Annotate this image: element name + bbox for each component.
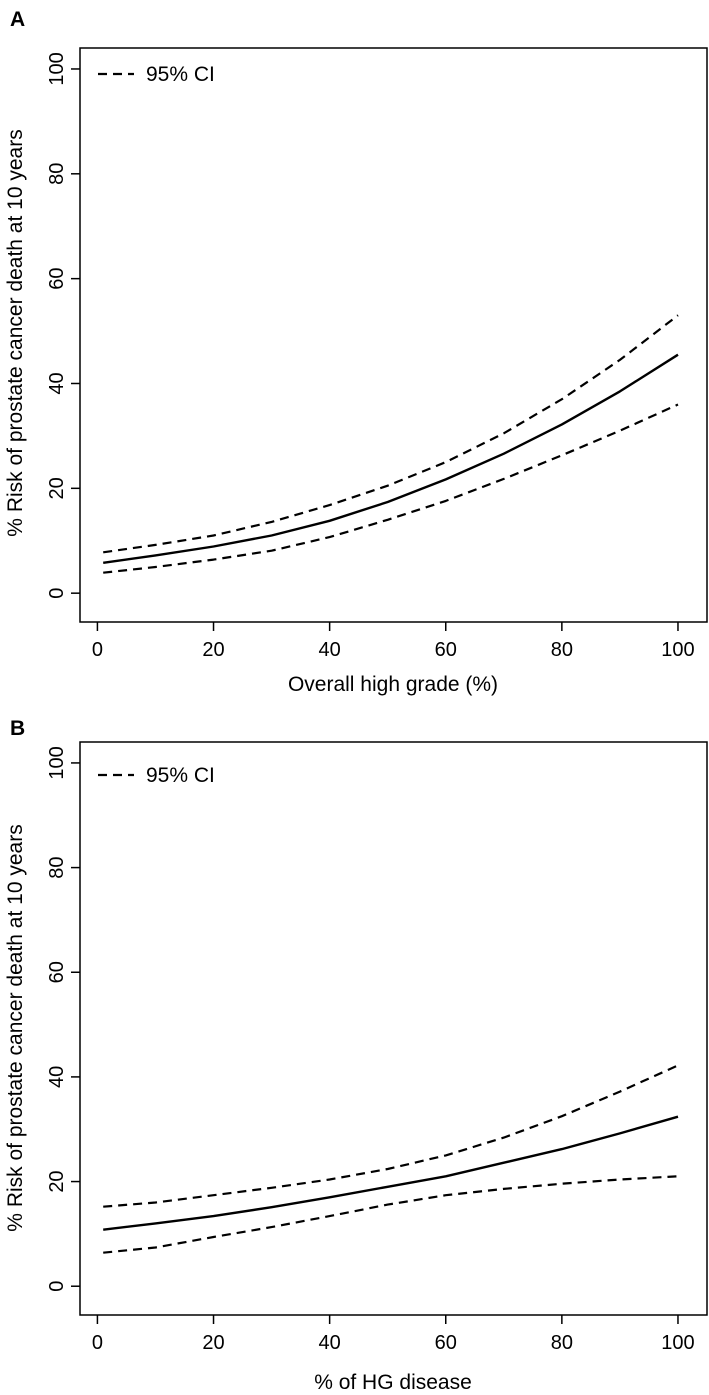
- series-line-b-95-ci-upper: [103, 1064, 679, 1208]
- x-axis-a: 0 20 40 60 80 100: [92, 622, 695, 661]
- x-tick-label-b-100: 100: [661, 1332, 694, 1354]
- x-tick-label-a-0: 0: [92, 639, 103, 661]
- legend-label-b: 95% CI: [146, 764, 215, 787]
- plot-frame-a: [79, 47, 708, 623]
- x-tick-label-a-40: 40: [319, 639, 341, 661]
- chart-a: A 0 20 40 60 80 100 0 20 40 60 80 100 95% CI Overa…: [4, 8, 708, 696]
- chart-b: B 0 20 40 60 80 100 0 20 40 60 80 100 95% CI % of …: [4, 717, 708, 1394]
- y-tick-label-b-0: 0: [46, 1281, 68, 1292]
- panel-letter-a: A: [10, 8, 25, 31]
- y-tick-label-b-20: 20: [46, 1170, 68, 1192]
- y-axis-a: 0 20 40 60 80 100: [46, 52, 80, 599]
- y-tick-label-b-60: 60: [46, 961, 68, 983]
- panel-letter-b: B: [10, 717, 25, 740]
- y-tick-label-b-40: 40: [46, 1066, 68, 1088]
- y-tick-label-a-40: 40: [46, 372, 68, 394]
- panel-b: B 0 20 40 60 80 100 0 20 40 60 80 100 95% CI % of …: [0, 698, 709, 1395]
- x-tick-label-a-60: 60: [435, 639, 457, 661]
- legend-label-a: 95% CI: [146, 63, 215, 86]
- y-tick-label-a-0: 0: [46, 588, 68, 599]
- y-tick-label-a-20: 20: [46, 477, 68, 499]
- x-tick-label-a-80: 80: [551, 639, 573, 661]
- series-layer-b: [103, 1064, 679, 1254]
- x-axis-label-b: % of HG disease: [314, 1371, 472, 1394]
- x-axis-b: 0 20 40 60 80 100: [92, 1315, 695, 1354]
- x-tick-label-b-80: 80: [551, 1332, 573, 1354]
- x-tick-label-b-20: 20: [202, 1332, 224, 1354]
- series-line-a-95-ci-upper: [103, 314, 679, 554]
- y-axis-label-b: % Risk of prostate cancer death at 10 ye…: [4, 824, 27, 1231]
- x-tick-label-b-0: 0: [92, 1332, 103, 1354]
- y-tick-label-b-100: 100: [46, 746, 68, 779]
- series-layer-a: [103, 314, 679, 574]
- x-tick-label-a-20: 20: [202, 639, 224, 661]
- series-line-a-estimate: [103, 353, 679, 564]
- x-tick-label-b-60: 60: [435, 1332, 457, 1354]
- y-axis-b: 0 20 40 60 80 100: [46, 746, 80, 1292]
- y-tick-label-a-100: 100: [46, 52, 68, 85]
- y-tick-label-a-60: 60: [46, 268, 68, 290]
- x-axis-label-a: Overall high grade (%): [288, 673, 498, 696]
- y-axis-label-a: % Risk of prostate cancer death at 10 ye…: [4, 129, 27, 536]
- plot-frame-b: [79, 741, 708, 1316]
- series-line-a-95-ci-lower: [103, 403, 679, 574]
- panel-a: A 0 20 40 60 80 100 0 20 40 60 80 100 95% CI Overa…: [4, 8, 708, 696]
- x-tick-label-a-100: 100: [661, 639, 694, 661]
- y-tick-label-b-80: 80: [46, 856, 68, 878]
- series-line-b-95-ci-lower: [103, 1175, 679, 1254]
- y-tick-label-a-80: 80: [46, 163, 68, 185]
- series-line-b-estimate: [103, 1115, 679, 1231]
- x-tick-label-b-40: 40: [319, 1332, 341, 1354]
